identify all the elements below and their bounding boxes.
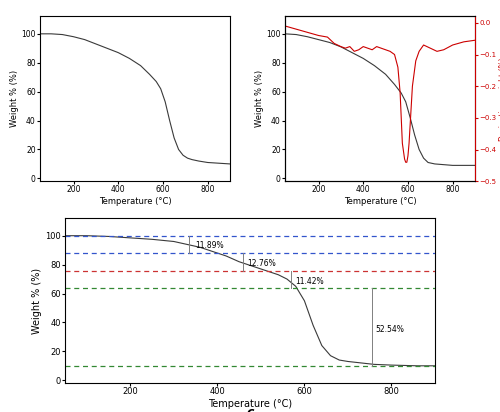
Y-axis label: Derivative weight (%): Derivative weight (%) — [499, 57, 500, 140]
Y-axis label: Weight % (%): Weight % (%) — [32, 268, 42, 334]
Y-axis label: Weight % (%): Weight % (%) — [10, 70, 18, 127]
Text: 52.54%: 52.54% — [375, 325, 404, 334]
X-axis label: Temperature (°C): Temperature (°C) — [208, 399, 292, 409]
Text: 11.89%: 11.89% — [194, 241, 224, 250]
Y-axis label: Weight % (%): Weight % (%) — [254, 70, 264, 127]
Text: 12.76%: 12.76% — [247, 260, 276, 268]
X-axis label: Temperature (°C): Temperature (°C) — [98, 197, 172, 206]
Text: b: b — [376, 220, 384, 229]
Text: a: a — [131, 220, 139, 229]
Text: 11.42%: 11.42% — [295, 277, 324, 286]
X-axis label: Temperature (°C): Temperature (°C) — [344, 197, 416, 206]
Text: c: c — [246, 406, 254, 412]
